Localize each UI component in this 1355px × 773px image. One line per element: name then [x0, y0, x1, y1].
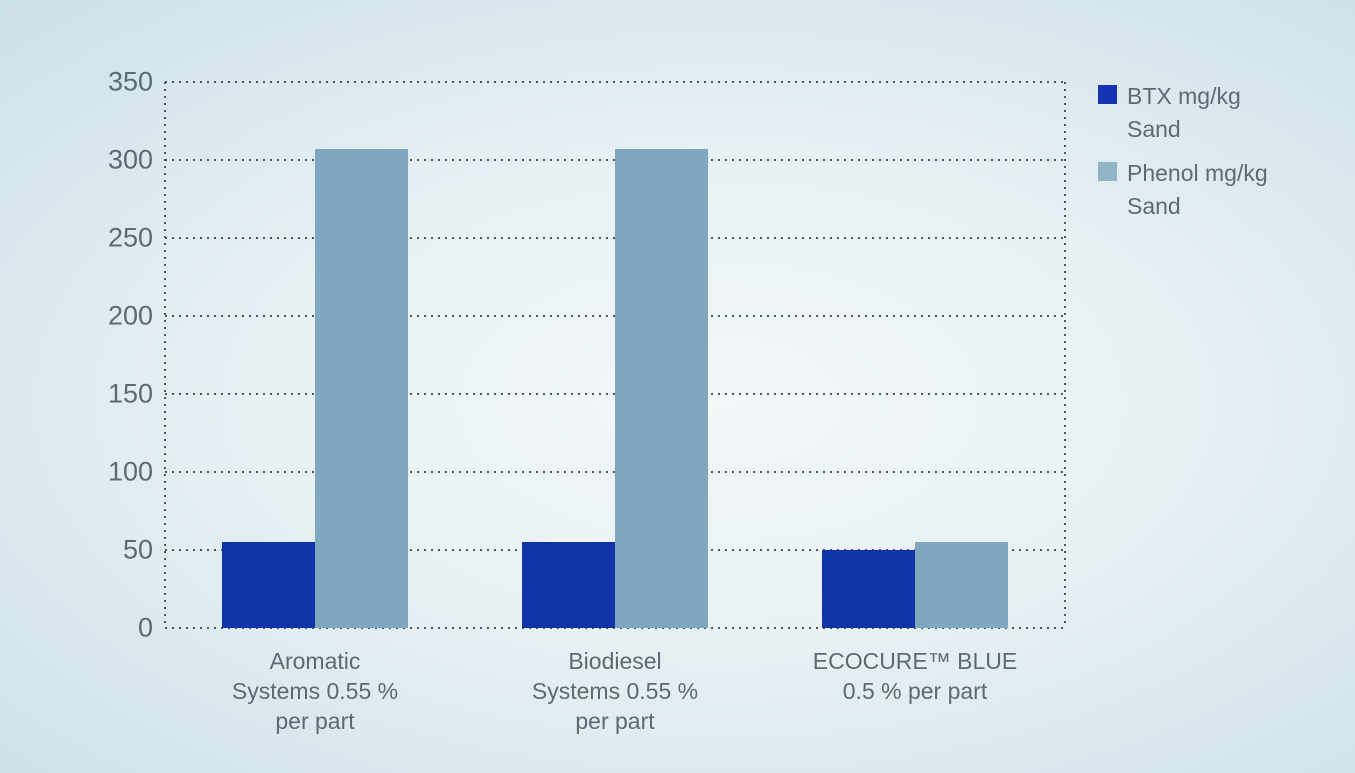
- bar-phenol-1: [315, 149, 408, 628]
- x-axis-label-line: Aromatic: [269, 648, 361, 674]
- legend-label-line: Phenol mg/kg: [1127, 160, 1268, 186]
- y-tick-label-350: 350: [107, 66, 153, 97]
- y-tick-label-300: 300: [107, 144, 153, 175]
- bar-btx-1: [222, 542, 315, 628]
- legend-item-phenol: Phenol mg/kg Sand: [1098, 157, 1268, 223]
- y-tick-label-250: 250: [107, 222, 153, 253]
- legend-label-line: Sand: [1127, 116, 1181, 142]
- x-axis-label-2: Biodiesel Systems 0.55 % per part: [465, 646, 765, 736]
- legend-label-line: Sand: [1127, 193, 1181, 219]
- legend-label: Phenol mg/kg Sand: [1127, 157, 1268, 223]
- bar-group-2: [465, 82, 765, 628]
- gridline-0: [165, 627, 1065, 629]
- y-axis-dotted-line: [164, 82, 166, 628]
- legend-label-line: BTX mg/kg: [1127, 83, 1241, 109]
- legend-swatch-icon: [1098, 85, 1117, 104]
- x-axis-label-line: per part: [575, 708, 655, 734]
- bar-group-1: [165, 82, 465, 628]
- x-axis-label-line: ECOCURE™ BLUE: [812, 648, 1018, 674]
- y-tick-label-200: 200: [107, 300, 153, 331]
- x-axis-label-line: Systems 0.55 %: [531, 678, 699, 704]
- legend: BTX mg/kg Sand Phenol mg/kg Sand: [1098, 80, 1268, 234]
- gridline-350: [165, 81, 1065, 83]
- x-axis-label-line: Biodiesel: [568, 648, 662, 674]
- bar-group-3: [765, 82, 1065, 628]
- y-tick-label-0: 0: [137, 612, 153, 643]
- x-axis-label-line: per part: [275, 708, 355, 734]
- bar-phenol-3: [915, 542, 1008, 628]
- x-axis-label-3: ECOCURE™ BLUE 0.5 % per part: [765, 646, 1065, 706]
- y-tick-label-150: 150: [107, 378, 153, 409]
- legend-swatch-icon: [1098, 162, 1117, 181]
- plot-right-border-dotted-line: [1064, 82, 1066, 628]
- y-tick-label-100: 100: [107, 456, 153, 487]
- legend-item-btx: BTX mg/kg Sand: [1098, 80, 1268, 146]
- x-axis-label-1: Aromatic Systems 0.55 % per part: [165, 646, 465, 736]
- y-tick-label-50: 50: [122, 534, 153, 565]
- x-axis-label-line: Systems 0.55 %: [231, 678, 399, 704]
- legend-label: BTX mg/kg Sand: [1127, 80, 1241, 146]
- bar-btx-3: [822, 550, 915, 628]
- bar-phenol-2: [615, 149, 708, 628]
- plot-area: [164, 81, 1066, 629]
- bar-btx-2: [522, 542, 615, 628]
- x-axis-label-line: 0.5 % per part: [842, 678, 988, 704]
